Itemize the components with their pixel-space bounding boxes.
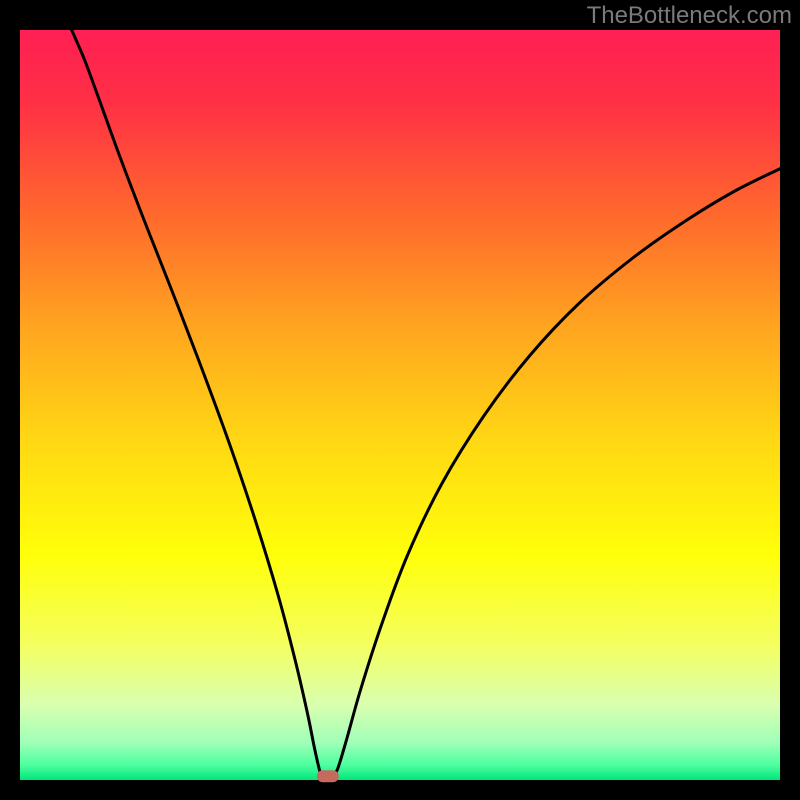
chart-container: TheBottleneck.com — [0, 0, 800, 800]
gradient-background — [20, 30, 780, 780]
chart-border — [0, 0, 20, 800]
vertex-marker — [317, 770, 339, 782]
bottleneck-chart — [0, 0, 800, 800]
chart-border — [780, 0, 800, 800]
watermark-text: TheBottleneck.com — [587, 2, 792, 30]
chart-border — [0, 780, 800, 800]
